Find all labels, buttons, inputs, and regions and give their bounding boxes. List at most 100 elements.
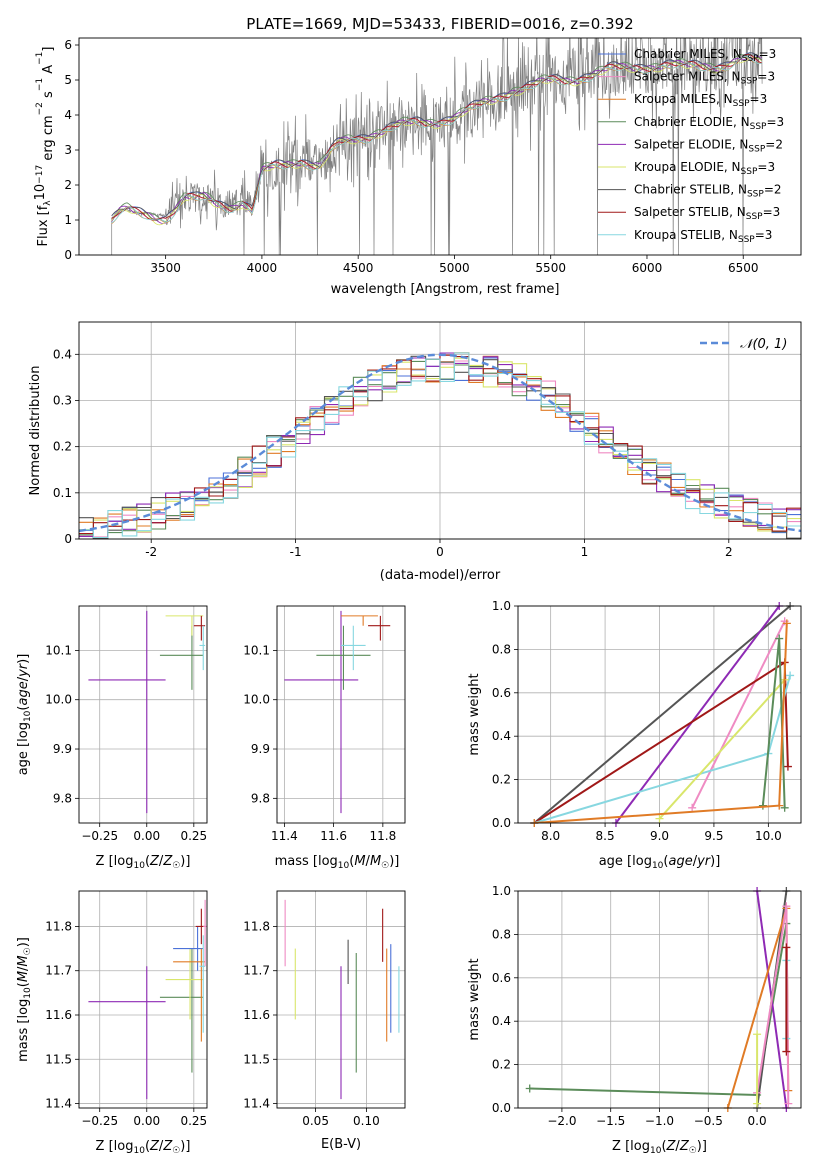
massweight_vs_age-series-line (534, 675, 792, 823)
age_vs_Z-frame (78, 605, 208, 824)
mass_vs_Z-frame (78, 890, 208, 1109)
spectrum-axes: 3500 4000 4500 5000 5500 6000 6500 0 1 2 3 4 5 6 (64, 38, 758, 275)
massweight_vs_age-ytick-label: 0.6 (492, 686, 511, 700)
spectrum-xtick-label: 5500 (535, 261, 566, 275)
massweight-vs-age-xlabel: age [log10(age/yr)] (599, 854, 721, 871)
spectrum-legend-label: Chabrier STELIB, NSSP=2 (634, 183, 782, 200)
age_vs_mass-ytick-label: 9.8 (251, 791, 270, 805)
spectrum-legend-label: Chabrier ELODIE, NSSP=3 (634, 115, 784, 132)
massweight_vs_Z-ytick-label: 0.4 (492, 1014, 511, 1028)
spectrum-model-line-kroupa-stelib (111, 55, 762, 224)
massweight_vs_age-ylabel: mass weight (467, 673, 482, 755)
massweight_vs_Z-ytick-label: 1.0 (492, 884, 511, 898)
massweight_vs_age-point-marker (655, 814, 664, 823)
massweight_vs_age-point-marker (775, 634, 784, 643)
spectrum-data-line (111, 38, 763, 255)
spectrum-legend-label: Kroupa MILES, NSSP=3 (634, 92, 767, 109)
figure-title: PLATE=1669, MJD=53433, FIBERID=0016, z=0… (246, 15, 633, 33)
mass_vs_ebv-xtick-label: 0.05 (302, 1114, 329, 1128)
age_vs_Z-axes: −0.25 0.00 0.25 9.8 9.9 10.0 10.1 (45, 606, 207, 843)
massweight_vs_Z-point-marker (525, 1084, 534, 1093)
mass_vs_Z-ytick-label: 11.6 (45, 1008, 72, 1022)
mass_vs_ebv-ytick-label: 11.4 (243, 1097, 270, 1111)
age_vs_Z-xtick-label: −0.25 (81, 829, 118, 843)
massweight_vs_age-xtick-label: 8.0 (541, 829, 560, 843)
massweight_vs_Z-ytick-label: 0.8 (492, 927, 511, 941)
residual_histogram-ytick-label: 0 (64, 532, 72, 546)
mass_vs_Z-ytick-label: 11.7 (45, 964, 72, 978)
mass_vs_Z-xtick-label: 0.25 (180, 1114, 207, 1128)
mass_vs_Z-ytick-label: 11.8 (45, 919, 72, 933)
spectrum-ytick-label: 4 (64, 108, 72, 122)
massweight_vs_Z-point-marker (784, 1099, 793, 1108)
massweight_vs_Z-ytick-label: 0.6 (492, 971, 511, 985)
mass_vs_ebv-ytick-label: 11.6 (243, 1008, 270, 1022)
spectrum-frame (78, 37, 802, 256)
spectrum-xtick-label: 3500 (150, 261, 181, 275)
spectrum-xlabel: wavelength [Angstrom, rest frame] (331, 282, 560, 297)
spectrum-legend-label: Salpeter ELODIE, NSSP=2 (634, 137, 783, 154)
age-vs-mass-xlabel: mass [log10(M/M☉)] (275, 854, 400, 871)
massweight_vs_age-ytick-label: 1.0 (492, 599, 511, 613)
spectrum-ytick-label: 1 (64, 213, 72, 227)
mass_vs_Z-ytick-label: 11.4 (45, 1097, 72, 1111)
mass_vs_ebv-xtick-label: 0.10 (353, 1114, 380, 1128)
age_vs_Z-ytick-label: 9.9 (53, 742, 72, 756)
histogram-ylabel: Normed distribution (28, 366, 43, 496)
massweight_vs_age-ytick-label: 0.2 (492, 773, 511, 787)
massweight_vs_age-series-line (658, 679, 786, 820)
massweight_vs_age-series-line (691, 620, 786, 809)
histogram-xlabel: (data-model)/error (380, 568, 501, 583)
spectrum-ytick-label: 3 (64, 143, 72, 157)
massweight_vs_Z-series-line (529, 923, 788, 1097)
spectrum-legend-label: Chabrier MILES, NSSP=3 (634, 47, 776, 64)
massweight_vs_age-series-line (533, 606, 791, 823)
age-vs-Z-xlabel: Z [log10(Z/Z☉)] (96, 854, 191, 871)
age-vs-Z-ylabel: age [log10(age/yr)] (16, 654, 33, 776)
residual_histogram-xtick-label: 0 (436, 545, 444, 559)
residual_histogram-xtick-label: -1 (290, 545, 302, 559)
mass_vs_Z-xtick-label: −0.25 (81, 1114, 118, 1128)
residual_histogram-xtick-label: 1 (581, 545, 589, 559)
age_vs_mass-xtick-label: 11.4 (271, 829, 298, 843)
massweight_vs_age-ytick-label: 0.0 (492, 816, 511, 830)
mass-vs-ebv-xlabel: E(B-V) (321, 1137, 361, 1152)
massweight_vs_Z-axes: −2.0 −1.5 −1.0 −0.5 0.0 0.0 0.2 0.4 0.6 0.8 1.0 (492, 884, 801, 1128)
spectrum-legend-label: Salpeter STELIB, NSSP=3 (634, 205, 780, 222)
mass_vs_ebv-ytick-label: 11.7 (243, 964, 270, 978)
age_vs_mass-xtick-label: 11.8 (369, 829, 396, 843)
massweight_vs_Z-point-marker (782, 1047, 791, 1056)
spectrum-xtick-label: 6000 (632, 261, 663, 275)
age_vs_mass-frame (276, 605, 406, 824)
histogram-legend-label: 𝒩(0, 1) (740, 337, 787, 352)
spectrum-legend-label: Kroupa STELIB, NSSP=3 (634, 228, 772, 245)
age_vs_Z-ytick-label: 9.8 (53, 791, 72, 805)
residual_histogram-ytick-label: 0.4 (53, 347, 72, 361)
massweight_vs_Z-xtick-label: −2.0 (547, 1114, 576, 1128)
spectrum-model-line-kroupa-elodie (111, 56, 762, 226)
massweight_vs_Z-xtick-label: −0.5 (694, 1114, 723, 1128)
massweight_vs_Z-frame (517, 890, 802, 1109)
mass-vs-Z-xlabel: Z [log10(Z/Z☉)] (96, 1139, 191, 1156)
age_vs_Z-xtick-label: 0.00 (133, 829, 160, 843)
residual_histogram-ytick-label: 0.3 (53, 393, 72, 407)
mass_vs_ebv-ytick-label: 11.5 (243, 1052, 270, 1066)
spectrum-model-line-chabrier-stelib (111, 52, 762, 221)
age_vs_mass-xtick-label: 11.6 (320, 829, 347, 843)
massweight_vs_age-series-line (615, 606, 780, 823)
massweight_vs_Z-xtick-label: 0.0 (748, 1114, 767, 1128)
spectrum-xtick-label: 6500 (728, 261, 759, 275)
massweight_vs_age-xtick-label: 9.5 (704, 829, 723, 843)
mass_vs_ebv-axes: 0.05 0.10 11.4 11.5 11.6 11.7 11.8 (243, 891, 405, 1128)
residual_histogram-ytick-label: 0.1 (53, 486, 72, 500)
spectrum-ylabel: Flux [fλ10−17 erg cm−2 s−1 A−1] (33, 47, 56, 247)
residual_histogram-xtick-label: -2 (145, 545, 157, 559)
age_vs_mass-ytick-label: 10.1 (243, 643, 270, 657)
mass_vs_Z-ytick-label: 11.5 (45, 1052, 72, 1066)
massweight_vs_age-series-line (534, 623, 788, 823)
residual_histogram-frame (78, 321, 802, 540)
massweight_vs_age-xtick-label: 8.5 (596, 829, 615, 843)
age_vs_mass-axes: 11.4 11.6 11.8 9.8 9.9 10.0 10.1 (243, 606, 405, 843)
spectrum-ytick-label: 2 (64, 178, 72, 192)
